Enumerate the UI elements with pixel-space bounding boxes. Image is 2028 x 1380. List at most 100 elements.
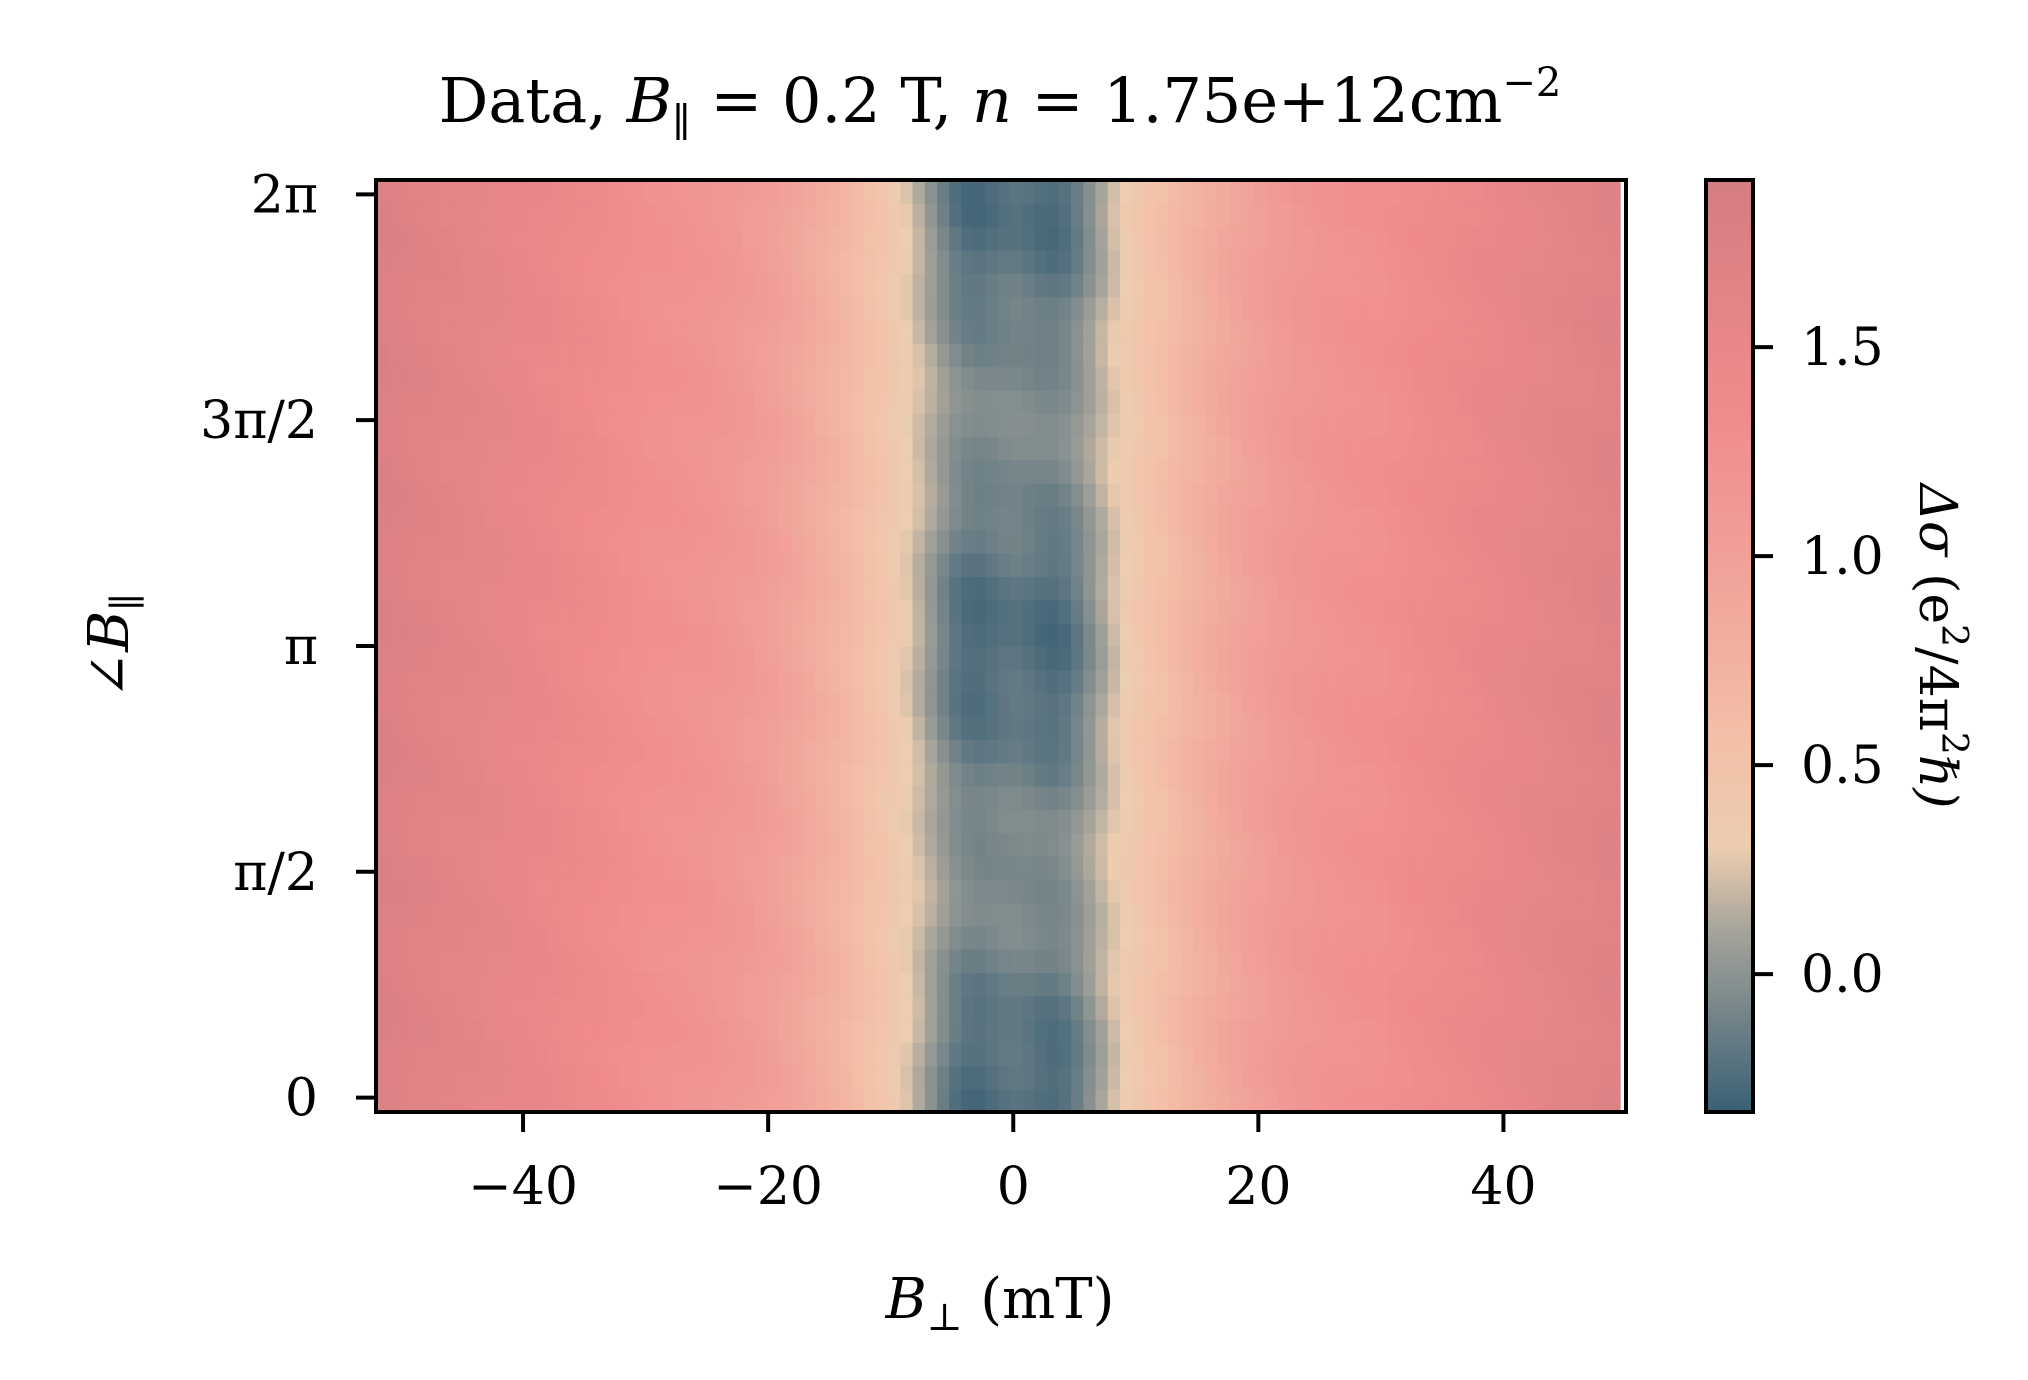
heatmap-cell — [1558, 855, 1572, 880]
heatmap-cell — [1058, 739, 1072, 764]
heatmap-cell — [1388, 576, 1402, 601]
heatmap-cell — [1412, 506, 1426, 531]
heatmap-cell — [656, 669, 670, 694]
heatmap-cell — [1046, 645, 1060, 671]
heatmap-cell — [522, 412, 536, 438]
heatmap-cell — [1071, 878, 1085, 904]
heatmap-cell — [1534, 855, 1548, 880]
heatmap-cell — [1461, 203, 1475, 228]
heatmap-cell — [1046, 925, 1060, 950]
heatmap-cell — [1412, 739, 1426, 764]
heatmap-cell — [1266, 809, 1280, 834]
heatmap-cell — [1363, 762, 1377, 787]
heatmap-cell — [973, 389, 987, 414]
heatmap-cell — [1010, 1088, 1024, 1112]
heatmap-cell — [1205, 1065, 1219, 1090]
heatmap-cell — [680, 972, 694, 997]
heatmap-cell — [705, 226, 719, 251]
heatmap-cell — [973, 249, 987, 274]
heatmap-cell — [1449, 552, 1463, 577]
heatmap-cell — [997, 972, 1011, 997]
heatmap-cell — [1095, 739, 1109, 764]
heatmap-cell — [1180, 319, 1194, 344]
heatmap-cell — [1132, 692, 1146, 717]
heatmap-cell — [1607, 529, 1621, 554]
heatmap-cell — [997, 995, 1011, 1020]
heatmap-cell — [607, 622, 621, 647]
heatmap-cell — [802, 645, 816, 671]
heatmap-cell — [1156, 622, 1170, 647]
heatmap-cell — [497, 1088, 511, 1112]
heatmap-cell — [863, 482, 877, 507]
heatmap-cell — [766, 412, 780, 438]
heatmap-cell — [1022, 622, 1036, 647]
heatmap-cell — [875, 785, 889, 810]
heatmap-cell — [1010, 785, 1024, 810]
heatmap-cell — [1132, 529, 1146, 554]
heatmap-cell — [546, 622, 560, 647]
heatmap-cell — [1571, 622, 1585, 647]
heatmap-cell — [619, 1018, 633, 1043]
heatmap-cell — [924, 669, 938, 694]
heatmap-cell — [1400, 366, 1414, 391]
heatmap-cell — [424, 902, 438, 927]
heatmap-cell — [1071, 273, 1085, 298]
heatmap-cell — [1180, 296, 1194, 321]
heatmap-cell — [1107, 366, 1121, 391]
heatmap-cell — [1534, 878, 1548, 904]
heatmap-cell — [656, 855, 670, 880]
heatmap-cell — [863, 739, 877, 764]
heatmap-cell — [1400, 948, 1414, 973]
heatmap-cell — [997, 482, 1011, 507]
heatmap-cell — [1583, 389, 1597, 414]
heatmap-cell — [412, 226, 426, 251]
heatmap-cell — [1071, 296, 1085, 321]
heatmap-cell — [534, 459, 548, 484]
heatmap-cell — [595, 1065, 609, 1090]
heatmap-cell — [997, 925, 1011, 950]
heatmap-cell — [558, 762, 572, 787]
heatmap-cell — [949, 855, 963, 880]
heatmap-cell — [1351, 925, 1365, 950]
heatmap-cell — [1339, 878, 1353, 904]
heatmap-cell — [436, 529, 450, 554]
heatmap-cell — [1363, 366, 1377, 391]
heatmap-cell — [1497, 878, 1511, 904]
heatmap-cell — [461, 552, 475, 577]
heatmap-cell — [656, 1018, 670, 1043]
heatmap-cell — [1558, 389, 1572, 414]
heatmap-cell — [1205, 1088, 1219, 1112]
heatmap-cell — [510, 925, 524, 950]
heatmap-cell — [1132, 902, 1146, 927]
heatmap-cell — [1302, 972, 1316, 997]
heatmap-cell — [1095, 552, 1109, 577]
heatmap-cell — [1156, 576, 1170, 601]
heatmap-cell — [522, 552, 536, 577]
heatmap-cell — [1058, 506, 1072, 531]
heatmap-cell — [1217, 1065, 1231, 1090]
heatmap-cell — [1534, 1065, 1548, 1090]
heatmap-cell — [1546, 832, 1560, 857]
heatmap-cell — [1485, 762, 1499, 787]
heatmap-cell — [534, 1088, 548, 1112]
heatmap-cell — [619, 412, 633, 438]
heatmap-cell — [1046, 1018, 1060, 1043]
heatmap-cell — [680, 529, 694, 554]
heatmap-cell — [705, 506, 719, 531]
heatmap-cell — [949, 296, 963, 321]
heatmap-cell — [1558, 343, 1572, 368]
heatmap-cell — [1290, 669, 1304, 694]
heatmap-cell — [766, 529, 780, 554]
heatmap-cell — [900, 995, 914, 1020]
heatmap-cell — [1449, 296, 1463, 321]
heatmap-cell — [693, 1018, 707, 1043]
heatmap-cell — [790, 925, 804, 950]
heatmap-cell — [827, 925, 841, 950]
heatmap-cell — [388, 576, 402, 601]
heatmap-cell — [607, 343, 621, 368]
heatmap-cell — [668, 552, 682, 577]
heatmap-cell — [1473, 972, 1487, 997]
heatmap-cell — [595, 412, 609, 438]
heatmap-cell — [473, 669, 487, 694]
heatmap-cell — [1266, 249, 1280, 274]
